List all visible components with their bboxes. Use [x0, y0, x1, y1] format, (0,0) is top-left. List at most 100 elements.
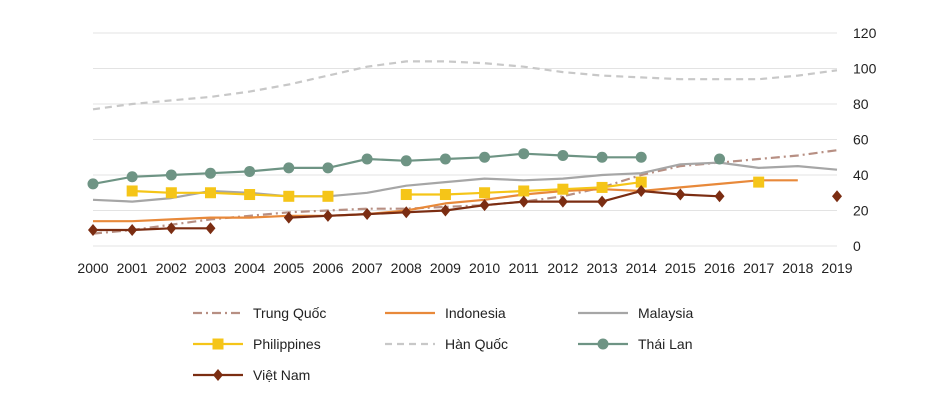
data-point-philippines: [557, 183, 569, 195]
legend-item-philippines: Philippines: [193, 336, 321, 352]
data-point-viet-nam: [362, 208, 373, 221]
data-point-viet-nam: [675, 188, 686, 201]
x-tick-label: 2002: [156, 260, 187, 276]
legend-item-trung-quoc: Trung Quốc: [193, 305, 326, 321]
data-point-philippines: [126, 185, 138, 197]
data-point-philippines: [753, 176, 765, 188]
legend-item-thai-lan: Thái Lan: [578, 336, 692, 352]
data-point-viet-nam: [322, 209, 333, 222]
data-point-thai-lan: [596, 151, 608, 163]
y-tick-label: 40: [853, 167, 869, 183]
legend-label: Philippines: [253, 336, 321, 352]
data-point-philippines: [400, 189, 412, 201]
x-tick-label: 2014: [626, 260, 657, 276]
data-point-viet-nam: [597, 195, 608, 208]
x-tick-label: 2009: [430, 260, 461, 276]
data-point-thai-lan: [635, 151, 647, 163]
series-line-viet-nam: [93, 227, 211, 232]
legend-item-viet-nam: Việt Nam: [193, 367, 310, 383]
legend-label: Malaysia: [638, 305, 693, 321]
y-tick-label: 80: [853, 96, 869, 112]
data-point-philippines: [596, 181, 608, 193]
data-point-thai-lan: [479, 151, 491, 163]
data-point-philippines: [635, 176, 647, 188]
data-point-viet-nam: [832, 190, 842, 203]
series-markers: [87, 148, 842, 237]
x-tick-label: 2018: [782, 260, 813, 276]
legend-label: Thái Lan: [638, 336, 692, 352]
y-tick-label: 120: [853, 25, 877, 41]
series-line-han-quoc: [92, 60, 838, 111]
data-point-philippines: [204, 187, 216, 199]
data-point-thai-lan: [165, 169, 177, 181]
legend: Trung Quốc Indonesia Malaysia Philippines Hà…: [193, 305, 693, 383]
data-point-philippines: [165, 187, 177, 199]
legend-label: Việt Nam: [253, 367, 310, 383]
x-tick-label: 2003: [195, 260, 226, 276]
y-tick-label: 20: [853, 203, 869, 219]
x-tick-label: 2006: [312, 260, 343, 276]
y-tick-label: 0: [853, 238, 861, 254]
x-tick-label: 2000: [77, 260, 108, 276]
data-point-thai-lan: [714, 153, 726, 165]
x-tick-label: 2012: [547, 260, 578, 276]
data-point-viet-nam: [518, 195, 529, 208]
x-tick-label: 2008: [391, 260, 422, 276]
x-tick-label: 2005: [273, 260, 304, 276]
data-point-thai-lan: [400, 155, 412, 167]
data-point-viet-nam: [714, 190, 725, 203]
x-tick-label: 2015: [665, 260, 696, 276]
data-point-viet-nam: [205, 222, 216, 235]
series-line-malaysia: [92, 161, 838, 203]
x-tick-label: 2016: [704, 260, 735, 276]
y-tick-label: 100: [853, 61, 877, 77]
series-lines: [92, 60, 838, 235]
data-point-philippines: [518, 185, 530, 197]
x-tick-label: 2011: [509, 260, 539, 276]
x-tick-label: 2001: [117, 260, 148, 276]
data-point-viet-nam: [166, 222, 177, 235]
legend-marker: [212, 338, 224, 350]
legend-label: Trung Quốc: [253, 305, 326, 321]
legend-label: Indonesia: [445, 305, 506, 321]
legend-item-han-quoc: Hàn Quốc: [385, 336, 508, 352]
data-point-thai-lan: [322, 162, 334, 174]
data-point-viet-nam: [479, 199, 490, 212]
data-point-thai-lan: [126, 171, 138, 183]
data-point-viet-nam: [401, 206, 412, 219]
x-tick-label: 2019: [821, 260, 852, 276]
x-tick-label: 2010: [469, 260, 500, 276]
x-tick-label: 2013: [586, 260, 617, 276]
data-point-thai-lan: [87, 178, 99, 190]
data-point-viet-nam: [127, 224, 138, 237]
data-point-viet-nam: [440, 204, 451, 217]
x-tick-label: 2007: [352, 260, 383, 276]
legend-item-indonesia: Indonesia: [385, 305, 506, 321]
y-tick-label: 60: [853, 132, 869, 148]
legend-marker: [213, 369, 223, 381]
data-point-thai-lan: [361, 153, 373, 165]
data-point-viet-nam: [283, 211, 294, 224]
data-point-thai-lan: [439, 153, 451, 165]
data-point-viet-nam: [636, 184, 647, 197]
data-point-philippines: [439, 189, 451, 201]
series-line-viet-nam: [288, 189, 720, 219]
data-point-philippines: [244, 189, 256, 201]
data-point-thai-lan: [204, 167, 216, 179]
series-line-philippines: [132, 189, 328, 198]
axis-ticks: 0 20 40 60 80 100 120 2000 2001 2002 2003 2004 2005 2…: [77, 25, 876, 276]
series-line-indonesia: [93, 179, 798, 223]
data-point-viet-nam: [88, 224, 98, 237]
data-point-philippines: [322, 190, 334, 202]
data-point-philippines: [479, 187, 491, 199]
data-point-thai-lan: [557, 149, 569, 161]
legend-item-malaysia: Malaysia: [578, 305, 693, 321]
legend-marker: [597, 338, 609, 350]
legend-label: Hàn Quốc: [445, 336, 508, 352]
data-point-philippines: [283, 190, 295, 202]
x-tick-label: 2004: [234, 260, 265, 276]
data-point-viet-nam: [557, 195, 568, 208]
x-tick-label: 2017: [743, 260, 774, 276]
